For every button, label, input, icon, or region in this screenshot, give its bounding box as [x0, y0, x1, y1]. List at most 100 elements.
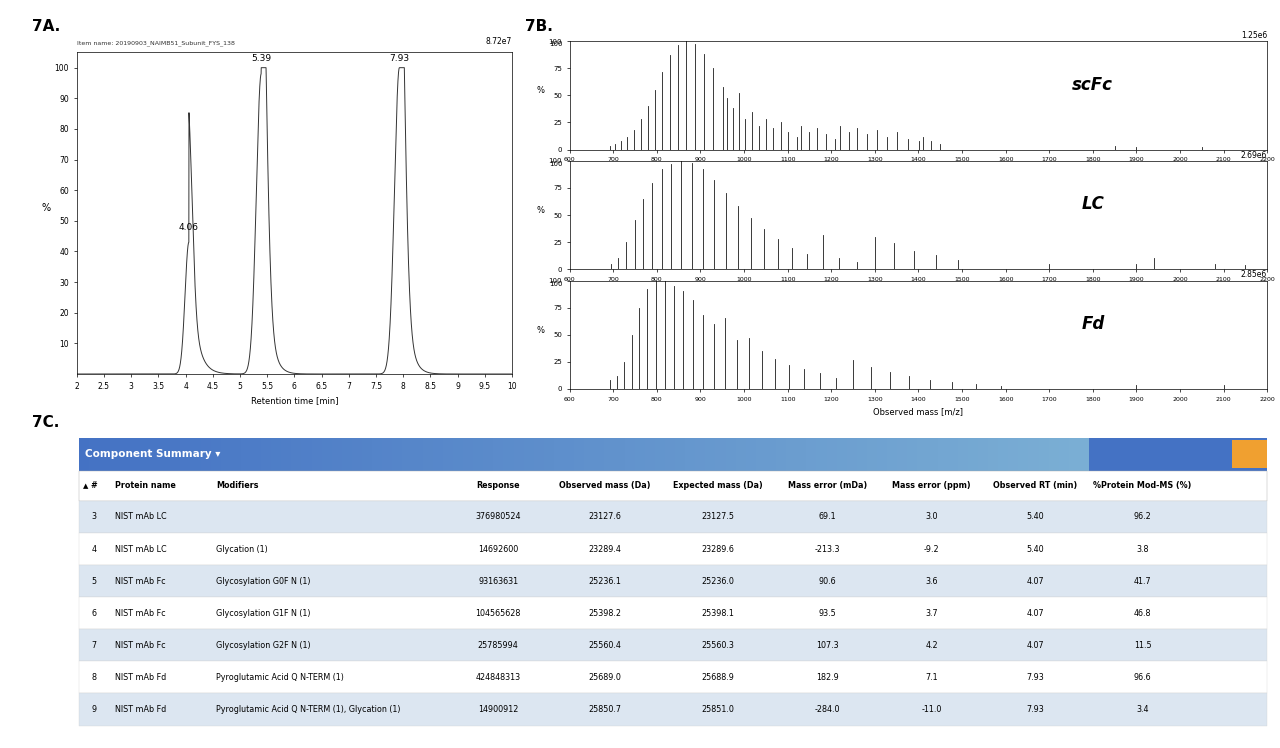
FancyBboxPatch shape — [918, 438, 928, 470]
FancyBboxPatch shape — [129, 438, 140, 470]
FancyBboxPatch shape — [474, 438, 484, 470]
FancyBboxPatch shape — [625, 438, 635, 470]
FancyBboxPatch shape — [957, 438, 968, 470]
Text: -284.0: -284.0 — [815, 705, 841, 714]
FancyBboxPatch shape — [897, 438, 908, 470]
Text: Protein name: Protein name — [115, 481, 175, 491]
Text: Expected mass (Da): Expected mass (Da) — [673, 481, 763, 491]
FancyBboxPatch shape — [79, 693, 1267, 726]
FancyBboxPatch shape — [877, 438, 887, 470]
Text: NIST mAb Fc: NIST mAb Fc — [115, 641, 165, 650]
FancyBboxPatch shape — [947, 438, 957, 470]
Text: #: # — [91, 481, 97, 491]
FancyBboxPatch shape — [614, 438, 625, 470]
Text: 7C.: 7C. — [32, 415, 59, 430]
FancyBboxPatch shape — [422, 438, 433, 470]
Text: 7B.: 7B. — [525, 19, 553, 34]
Text: NIST mAb LC: NIST mAb LC — [115, 512, 166, 521]
FancyBboxPatch shape — [1059, 438, 1069, 470]
FancyBboxPatch shape — [765, 438, 776, 470]
FancyBboxPatch shape — [1019, 438, 1028, 470]
Text: LC: LC — [1082, 195, 1105, 213]
FancyBboxPatch shape — [584, 438, 594, 470]
FancyBboxPatch shape — [271, 438, 282, 470]
FancyBboxPatch shape — [342, 438, 352, 470]
Text: 7: 7 — [92, 641, 97, 650]
Text: 25236.0: 25236.0 — [701, 577, 735, 586]
Text: Glycosylation G1F N (1): Glycosylation G1F N (1) — [216, 609, 311, 618]
FancyBboxPatch shape — [666, 438, 675, 470]
Text: 25398.1: 25398.1 — [701, 609, 735, 618]
FancyBboxPatch shape — [302, 438, 311, 470]
FancyBboxPatch shape — [534, 438, 544, 470]
FancyBboxPatch shape — [695, 438, 705, 470]
Text: 96.2: 96.2 — [1134, 512, 1151, 521]
Y-axis label: %: % — [536, 325, 544, 335]
Text: 41.7: 41.7 — [1134, 577, 1151, 586]
Text: 25851.0: 25851.0 — [701, 705, 735, 714]
FancyBboxPatch shape — [554, 438, 564, 470]
Text: Observed mass (Da): Observed mass (Da) — [559, 481, 650, 491]
Text: 96.6: 96.6 — [1134, 673, 1151, 682]
Text: -9.2: -9.2 — [924, 545, 940, 554]
FancyBboxPatch shape — [1048, 438, 1059, 470]
FancyBboxPatch shape — [716, 438, 726, 470]
Text: 6: 6 — [92, 609, 97, 618]
FancyBboxPatch shape — [1069, 438, 1079, 470]
X-axis label: Retention time [min]: Retention time [min] — [251, 396, 338, 405]
FancyBboxPatch shape — [685, 438, 695, 470]
Text: 3.7: 3.7 — [925, 609, 938, 618]
FancyBboxPatch shape — [110, 438, 120, 470]
Text: 23127.5: 23127.5 — [701, 512, 735, 521]
FancyBboxPatch shape — [978, 438, 988, 470]
Text: 182.9: 182.9 — [817, 673, 840, 682]
FancyBboxPatch shape — [988, 438, 998, 470]
FancyBboxPatch shape — [292, 438, 302, 470]
FancyBboxPatch shape — [220, 438, 230, 470]
FancyBboxPatch shape — [282, 438, 292, 470]
Text: 7.1: 7.1 — [925, 673, 938, 682]
Text: 2.85e6: 2.85e6 — [1240, 271, 1267, 280]
X-axis label: Observed mass [m/z]: Observed mass [m/z] — [873, 407, 964, 416]
Text: 5.40: 5.40 — [1027, 545, 1044, 554]
Text: 25785994: 25785994 — [477, 641, 518, 650]
Text: -11.0: -11.0 — [922, 705, 942, 714]
FancyBboxPatch shape — [79, 438, 1267, 470]
Text: NIST mAb Fc: NIST mAb Fc — [115, 609, 165, 618]
FancyBboxPatch shape — [100, 438, 110, 470]
Text: 5.40: 5.40 — [1027, 512, 1044, 521]
Text: Response: Response — [476, 481, 520, 491]
FancyBboxPatch shape — [230, 438, 241, 470]
FancyBboxPatch shape — [856, 438, 867, 470]
Text: 8: 8 — [92, 673, 97, 682]
Text: 93163631: 93163631 — [477, 577, 518, 586]
Text: scFc: scFc — [1073, 76, 1114, 94]
Text: 25688.9: 25688.9 — [701, 673, 735, 682]
FancyBboxPatch shape — [928, 438, 937, 470]
FancyBboxPatch shape — [79, 661, 1267, 693]
FancyBboxPatch shape — [887, 438, 897, 470]
FancyBboxPatch shape — [79, 438, 90, 470]
FancyBboxPatch shape — [998, 438, 1009, 470]
FancyBboxPatch shape — [79, 533, 1267, 565]
Text: Glycation (1): Glycation (1) — [216, 545, 268, 554]
Text: NIST mAb Fd: NIST mAb Fd — [115, 705, 166, 714]
Text: 23127.6: 23127.6 — [589, 512, 621, 521]
Text: 4.07: 4.07 — [1027, 609, 1044, 618]
FancyBboxPatch shape — [776, 438, 786, 470]
FancyBboxPatch shape — [383, 438, 393, 470]
FancyBboxPatch shape — [311, 438, 321, 470]
FancyBboxPatch shape — [867, 438, 877, 470]
Text: 25689.0: 25689.0 — [589, 673, 621, 682]
Text: 4.2: 4.2 — [925, 641, 938, 650]
Text: 7.93: 7.93 — [389, 54, 410, 63]
Text: 104565628: 104565628 — [475, 609, 521, 618]
FancyBboxPatch shape — [968, 438, 978, 470]
Text: NIST mAb LC: NIST mAb LC — [115, 545, 166, 554]
FancyBboxPatch shape — [140, 438, 150, 470]
FancyBboxPatch shape — [79, 501, 1267, 533]
FancyBboxPatch shape — [796, 438, 806, 470]
FancyBboxPatch shape — [604, 438, 614, 470]
Text: ▲: ▲ — [83, 482, 88, 488]
Text: 100: 100 — [549, 41, 563, 47]
